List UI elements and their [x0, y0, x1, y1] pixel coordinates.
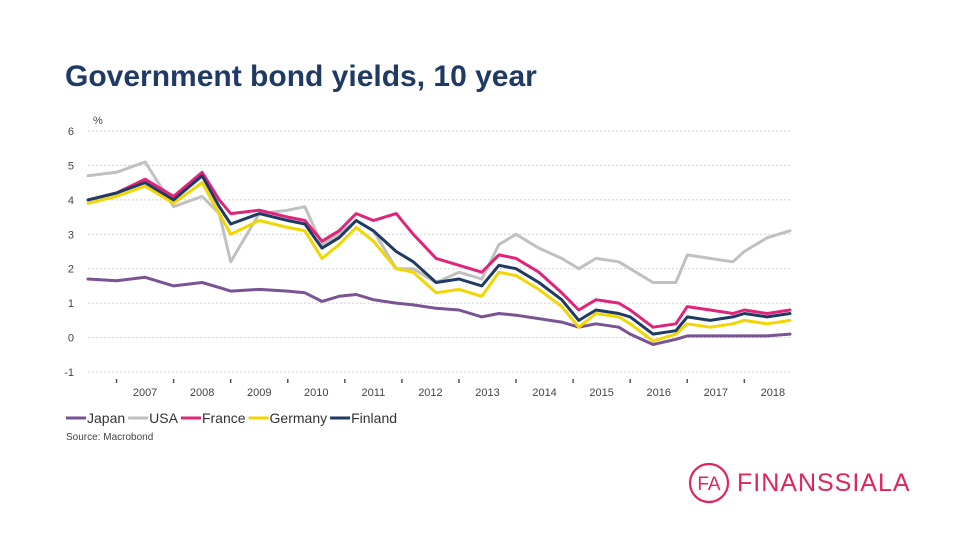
x-tick-label: 2016 [646, 387, 670, 399]
y-tick-label: 6 [68, 126, 74, 138]
series-line-japan [86, 275, 792, 346]
y-axis-label: % [93, 115, 103, 127]
series-lines [86, 160, 792, 346]
legend-label-france: France [202, 410, 246, 426]
x-tick-label: 2007 [133, 387, 157, 399]
slide-title: Government bond yields, 10 year [65, 60, 537, 93]
legend: Japan USA France Germany Finland [66, 410, 397, 426]
y-tick-label: -1 [64, 367, 74, 379]
source-note: Source: Macrobond [66, 432, 154, 443]
axes: -1 0 1 2 3 4 5 6 2007 2008 2009 2010 2011 2012 2013 201… [64, 126, 785, 399]
logo-name: FINANSSIALA [737, 469, 911, 497]
x-tick-label: 2008 [190, 387, 214, 399]
x-tick-label: 2018 [761, 387, 785, 399]
y-tick-label: 5 [68, 160, 74, 172]
x-tick-label: 2012 [418, 387, 442, 399]
legend-label-japan: Japan [87, 410, 125, 426]
y-tick-label: 2 [68, 264, 74, 276]
y-tick-label: 4 [68, 195, 74, 207]
x-tick-label: 2015 [589, 387, 613, 399]
finanssiala-logo-mark-icon: FA [688, 462, 730, 504]
x-tick-label: 2011 [362, 387, 386, 399]
y-tick-label: 1 [68, 298, 74, 310]
legend-label-germany: Germany [270, 410, 328, 426]
x-tick-label: 2009 [247, 387, 271, 399]
x-tick-label: 2013 [475, 387, 499, 399]
x-tick-label: 2014 [532, 387, 556, 399]
y-tick-label: 3 [68, 229, 74, 241]
logo-mark-text: FA [697, 474, 721, 495]
series-line-finland [86, 174, 792, 336]
legend-label-finland: Finland [351, 410, 397, 426]
y-tick-label: 0 [68, 333, 74, 345]
series-line-usa [86, 160, 792, 284]
x-tick-label: 2010 [304, 387, 328, 399]
legend-label-usa: USA [149, 410, 178, 426]
x-tick-label: 2017 [704, 387, 728, 399]
series-line-france [86, 170, 792, 329]
series-line-germany [86, 181, 792, 343]
